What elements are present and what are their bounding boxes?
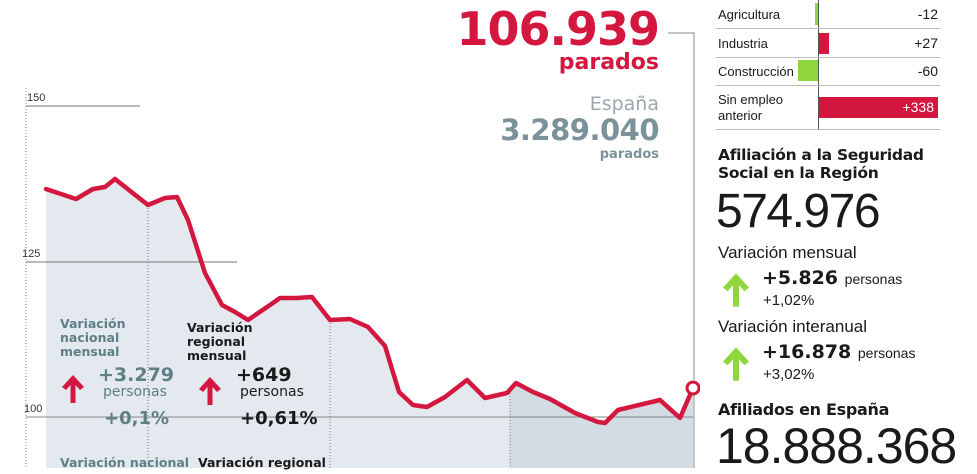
arrow-up-icon (62, 375, 84, 403)
nacional-mensual-value: +3.279 (98, 364, 175, 386)
bar-agricultura (815, 3, 818, 25)
sector-row-sin-empleo: Sin empleo anterior (716, 86, 940, 130)
regional-mensual-value: +649 (236, 364, 292, 386)
nacional-mensual-title: Variación nacional mensual (60, 316, 126, 359)
data-line (43, 176, 696, 426)
spain-unemployed-total: 3.289.040 (500, 113, 659, 147)
last-point-marker (685, 380, 700, 396)
sectors-zero-axis (818, 0, 819, 130)
y-tick-125: 125 (22, 248, 41, 260)
variacion-mensual-label: Variación mensual (718, 243, 857, 262)
sector-row-construccion: Construcción -60 (716, 58, 940, 86)
regional-mensual-unit: personas (240, 384, 304, 400)
afiliacion-title: Afiliación a la Seguridad Social en la R… (718, 146, 924, 182)
sector-row-industria: Industria +27 (716, 29, 940, 58)
arrow-up-icon (199, 377, 221, 405)
nacional-bottom-title: Variación nacional (60, 455, 190, 470)
spain-unemployed-unit: parados (599, 147, 659, 162)
y-tick-100: 100 (24, 403, 43, 415)
y-tick-150: 150 (27, 92, 46, 104)
unemployment-line-chart (25, 32, 700, 468)
variacion-interanual-value: +16.878 personas (762, 341, 916, 363)
bar-construccion (798, 60, 818, 81)
variacion-interanual-pct: +3,02% (763, 366, 815, 383)
variacion-mensual-value: +5.826 personas (762, 267, 903, 289)
bar-industria (819, 33, 829, 54)
variacion-interanual-label: Variación interanual (718, 317, 867, 336)
variacion-mensual-pct: +1,02% (763, 292, 815, 309)
region-unemployed-unit: parados (558, 50, 659, 75)
region-unemployed-total: 106.939 (456, 2, 660, 56)
regional-bottom-title: Variación regional (198, 455, 326, 470)
arrow-up-icon (722, 347, 750, 381)
sector-row-agricultura: Agricultura -12 (716, 0, 940, 29)
area-fill-light (46, 179, 510, 468)
afiliados-espana-total: 18.888.368 (716, 418, 957, 474)
afiliacion-total: 574.976 (716, 185, 881, 238)
regional-mensual-title: Variación regional mensual (187, 320, 253, 363)
spain-label: España (589, 93, 659, 115)
leader-line (668, 32, 695, 380)
bar-sin-empleo: +338 (819, 97, 938, 118)
afiliados-espana-title: Afiliados en España (718, 400, 890, 419)
arrow-up-icon (722, 273, 750, 307)
nacional-mensual-unit: personas (103, 384, 167, 400)
regional-mensual-pct: +0,61% (240, 408, 318, 429)
nacional-mensual-pct: +0,1% (104, 408, 170, 429)
